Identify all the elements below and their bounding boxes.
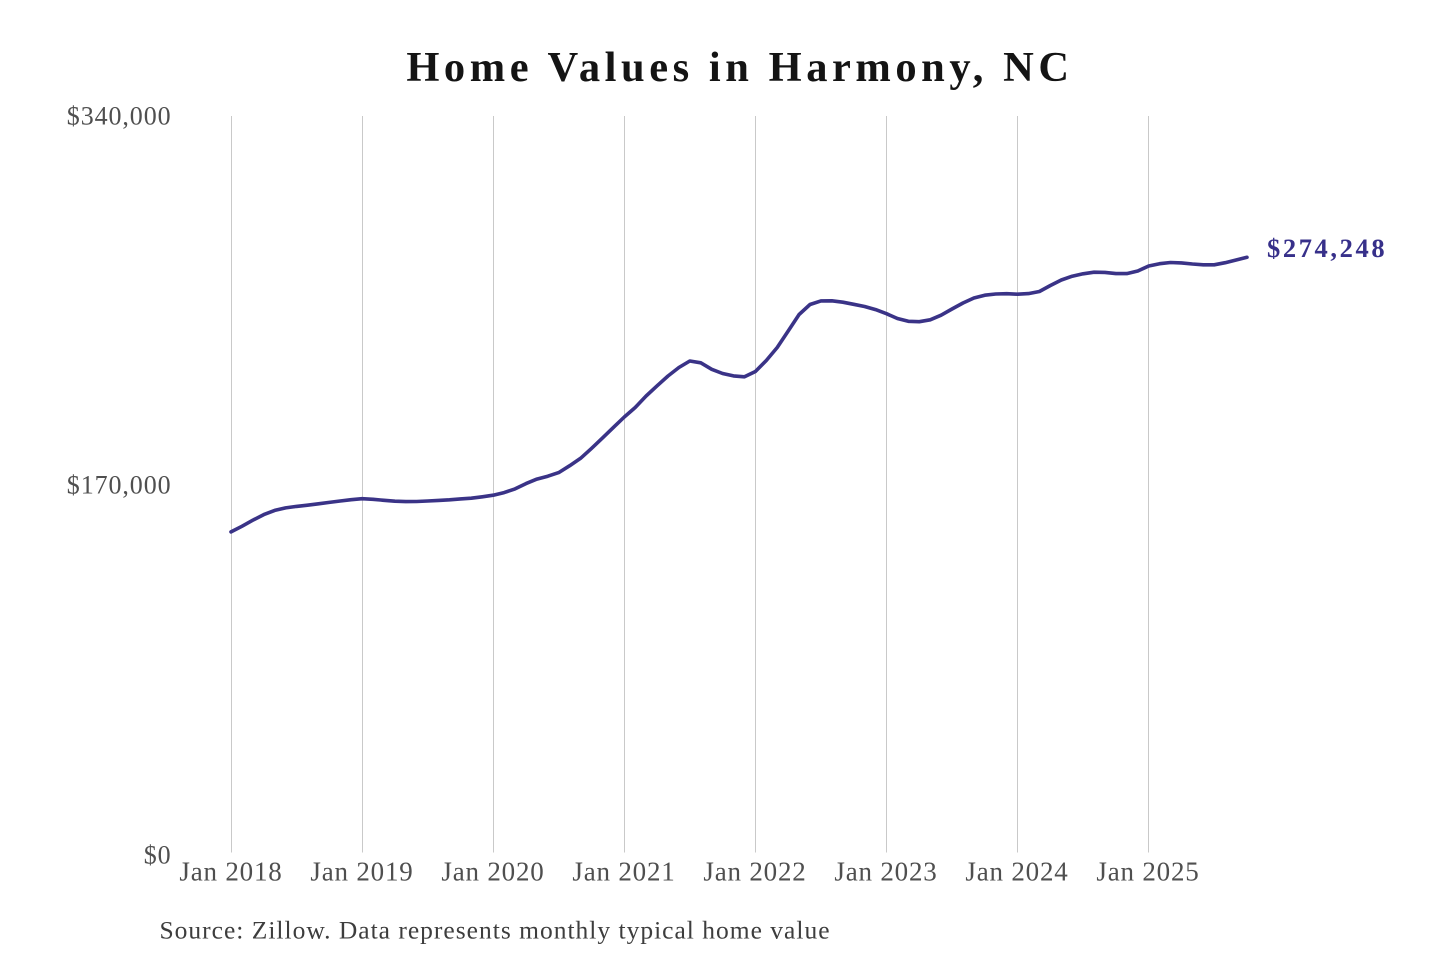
svg-text:Jan 2019: Jan 2019: [310, 857, 413, 887]
svg-text:$170,000: $170,000: [67, 471, 172, 500]
svg-text:Jan 2022: Jan 2022: [703, 857, 806, 887]
svg-text:$340,000: $340,000: [67, 101, 172, 130]
svg-text:Source: Zillow. Data represent: Source: Zillow. Data represents monthly …: [160, 916, 831, 945]
svg-text:Home Values in Harmony, NC: Home Values in Harmony, NC: [406, 44, 1073, 91]
svg-text:Jan 2020: Jan 2020: [441, 857, 544, 887]
svg-text:$274,248: $274,248: [1267, 233, 1387, 263]
svg-text:$0: $0: [144, 840, 172, 869]
svg-text:Jan 2021: Jan 2021: [572, 857, 675, 887]
svg-text:Jan 2023: Jan 2023: [834, 857, 937, 887]
svg-text:Jan 2018: Jan 2018: [179, 857, 282, 887]
svg-text:Jan 2024: Jan 2024: [965, 857, 1068, 887]
svg-text:Jan 2025: Jan 2025: [1096, 857, 1199, 887]
